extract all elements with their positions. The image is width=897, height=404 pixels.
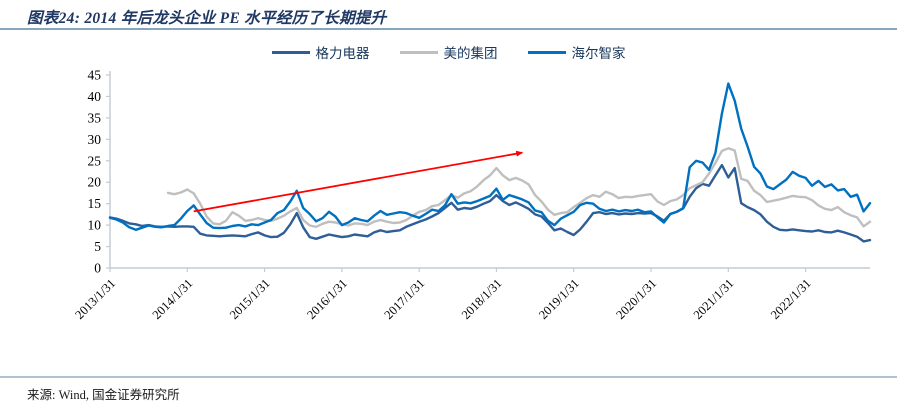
title-rule bbox=[0, 28, 897, 30]
x-tick-label: 2016/1/31 bbox=[304, 276, 350, 322]
midea-line-swatch bbox=[399, 50, 438, 54]
x-tick-label: 2015/1/31 bbox=[227, 276, 273, 322]
x-tick-label: 2018/1/31 bbox=[459, 276, 505, 322]
pe-line-chart: 0 5 10 15 20 25 30 35 40 45 2013/1/31 2014/1/31 2015… bbox=[72, 68, 872, 322]
series-line-2 bbox=[108, 82, 872, 231]
x-tick-label: 2022/1/31 bbox=[768, 276, 814, 322]
legend-label-haier: 海尔智家 bbox=[571, 46, 626, 61]
y-tick-label: 10 bbox=[88, 218, 102, 233]
legend-item-midea: 美的集团 bbox=[399, 42, 498, 62]
gree-line-swatch bbox=[271, 50, 310, 54]
y-tick-label: 40 bbox=[88, 89, 102, 104]
y-tick-label: 30 bbox=[88, 132, 102, 147]
haier-line-swatch bbox=[527, 50, 566, 54]
y-tick-label: 5 bbox=[94, 239, 101, 254]
x-tick-label: 2019/1/31 bbox=[536, 276, 582, 322]
x-tick-label: 2017/1/31 bbox=[382, 276, 428, 322]
series-line-1 bbox=[166, 147, 872, 228]
x-tick-label: 2020/1/31 bbox=[613, 276, 659, 322]
y-tick-label: 35 bbox=[88, 110, 102, 125]
y-tick-label: 25 bbox=[88, 153, 102, 168]
x-tick-label: 2021/1/31 bbox=[691, 276, 737, 322]
legend-label-gree: 格力电器 bbox=[315, 46, 370, 61]
x-tick-label: 2013/1/31 bbox=[72, 276, 118, 322]
figure-title: 图表24: 2014 年后龙头企业 PE 水平经历了长期提升 bbox=[27, 10, 387, 27]
source-note: 来源: Wind, 国金证券研究所 bbox=[27, 388, 180, 402]
legend-label-midea: 美的集团 bbox=[443, 46, 498, 61]
x-tick-label: 2014/1/31 bbox=[150, 276, 196, 322]
bottom-rule bbox=[0, 376, 897, 378]
legend-item-haier: 海尔智家 bbox=[527, 42, 626, 62]
legend-item-gree: 格力电器 bbox=[271, 42, 370, 62]
series-line-0 bbox=[108, 163, 872, 243]
y-tick-label: 45 bbox=[88, 68, 102, 83]
y-tick-label: 15 bbox=[88, 196, 102, 211]
y-tick-label: 20 bbox=[88, 175, 102, 190]
chart-legend: 格力电器 美的集团 海尔智家 bbox=[0, 42, 897, 62]
y-tick-label: 0 bbox=[94, 261, 101, 276]
trend-arrow bbox=[193, 150, 524, 213]
